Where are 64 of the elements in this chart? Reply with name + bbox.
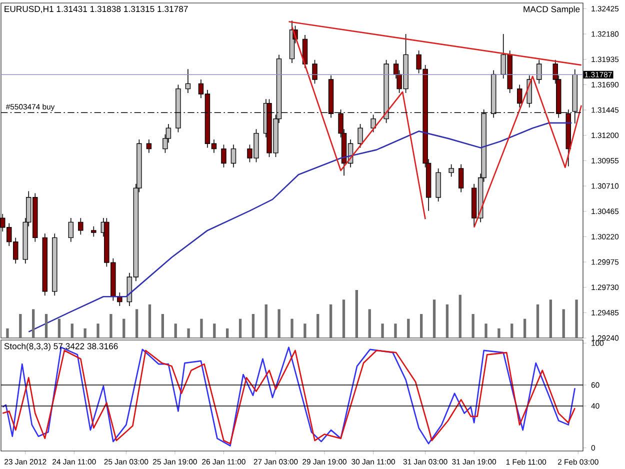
candlestick bbox=[516, 84, 522, 108]
bar bbox=[135, 309, 138, 338]
candlestick bbox=[230, 144, 236, 168]
bar bbox=[458, 294, 462, 338]
bar bbox=[290, 318, 294, 338]
bar bbox=[238, 318, 242, 338]
line-series bbox=[291, 26, 426, 220]
bar bbox=[213, 324, 216, 338]
bar bbox=[200, 318, 203, 338]
bar bbox=[70, 324, 74, 338]
bar bbox=[536, 304, 540, 338]
bar bbox=[575, 300, 578, 338]
bar bbox=[329, 304, 332, 338]
bar bbox=[407, 318, 410, 338]
bar bbox=[368, 309, 371, 338]
bar bbox=[187, 328, 190, 338]
bar bbox=[484, 324, 488, 338]
bar bbox=[58, 318, 61, 338]
bar bbox=[381, 324, 384, 338]
candlestick bbox=[68, 218, 74, 242]
chart-title: Stoch(8,3,3) 57.3422 38.3166 bbox=[4, 342, 118, 351]
bar bbox=[446, 304, 449, 338]
bar bbox=[420, 314, 423, 338]
bar bbox=[6, 328, 9, 338]
bar bbox=[96, 324, 100, 338]
bar bbox=[148, 304, 152, 338]
candlestick bbox=[78, 218, 84, 236]
bar bbox=[355, 290, 358, 338]
bar bbox=[19, 314, 22, 338]
candlestick bbox=[458, 164, 464, 193]
bar bbox=[342, 300, 346, 338]
candlestick bbox=[185, 68, 191, 94]
bar bbox=[110, 314, 112, 338]
candlestick bbox=[312, 59, 318, 84]
candlestick bbox=[358, 124, 363, 148]
bar bbox=[264, 304, 268, 338]
line-series bbox=[473, 76, 582, 228]
bar bbox=[252, 314, 255, 338]
bar bbox=[304, 324, 306, 338]
annotation: MACD Sample bbox=[524, 6, 580, 14]
bar bbox=[122, 318, 126, 338]
candlestick bbox=[221, 144, 226, 168]
bar bbox=[549, 300, 552, 338]
bar bbox=[226, 328, 229, 338]
candlestick bbox=[146, 139, 152, 154]
bar bbox=[278, 309, 280, 338]
bar bbox=[432, 300, 436, 338]
bar bbox=[32, 309, 35, 338]
bar bbox=[472, 314, 474, 338]
bar bbox=[84, 328, 86, 338]
bar bbox=[44, 314, 48, 338]
bar bbox=[510, 324, 514, 338]
bar bbox=[316, 314, 320, 338]
candlestick bbox=[91, 226, 96, 238]
bar bbox=[498, 328, 500, 338]
chart-title: EURUSD,H1 1.31431 1.31838 1.31315 1.31787 bbox=[4, 6, 188, 14]
bar bbox=[394, 324, 397, 338]
bar bbox=[523, 318, 526, 338]
candlestick bbox=[448, 164, 454, 178]
bar bbox=[562, 309, 565, 338]
bar bbox=[161, 314, 164, 338]
candlestick bbox=[536, 59, 542, 84]
bar bbox=[174, 324, 177, 338]
candlestick bbox=[370, 114, 376, 133]
